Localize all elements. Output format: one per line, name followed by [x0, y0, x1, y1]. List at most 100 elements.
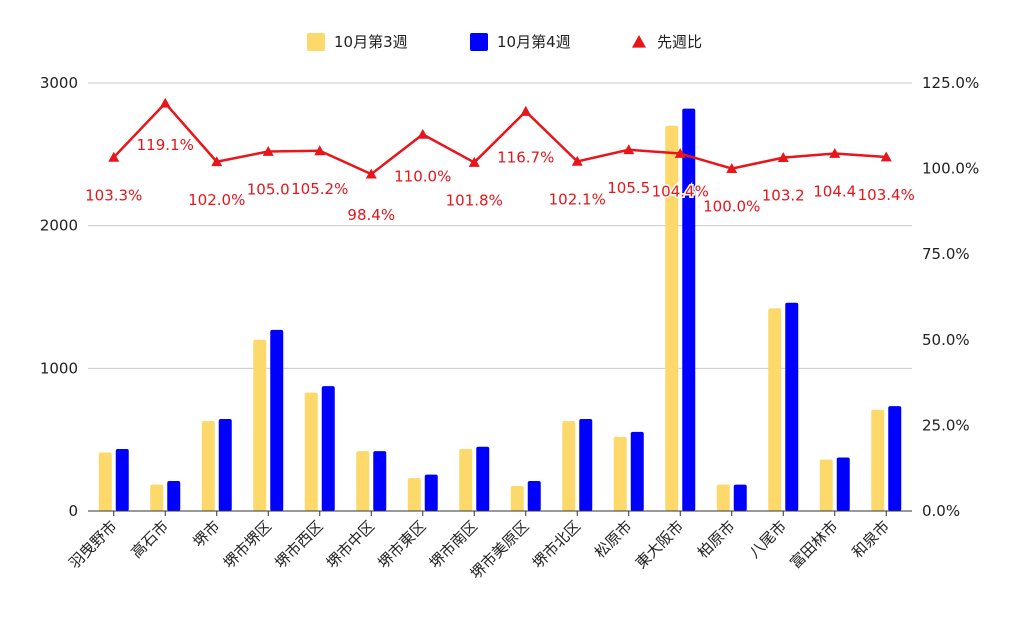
ratio-data-label: 104.4 [813, 183, 856, 201]
bar-week3 [871, 409, 885, 511]
bar-week4 [579, 418, 593, 511]
ratio-marker [520, 105, 532, 116]
x-category-label: 羽曳野市 [65, 517, 120, 572]
ratio-marker [726, 163, 738, 173]
ratio-marker [777, 152, 789, 163]
ratio-marker [880, 151, 892, 162]
ratio-data-label: 102.0% [188, 191, 245, 209]
ratio-data-label: 119.1% [137, 136, 194, 154]
ratio-data-label: 104.4% [652, 183, 709, 201]
bar-week3 [201, 421, 215, 511]
legend-swatch [307, 33, 325, 51]
ratio-data-label: 116.7% [497, 148, 554, 166]
bar-week4 [888, 406, 902, 511]
bar-week3 [407, 478, 421, 511]
ratio-marker [674, 148, 686, 158]
ratio-data-label: 101.8% [446, 191, 503, 209]
x-category-label: 柏原市 [694, 517, 739, 562]
ratio-marker [262, 145, 274, 156]
x-category-label: 堺市中区 [323, 517, 378, 572]
bar-week3 [98, 452, 112, 511]
ratio-data-label: 102.1% [549, 190, 606, 208]
ratio-data-label: 105.5 [607, 179, 650, 197]
ratio-data-label: 98.4% [347, 206, 395, 224]
x-category-label: 堺市西区 [271, 517, 326, 572]
bar-week3 [459, 448, 473, 511]
legend-label: 先週比 [657, 33, 702, 51]
x-category-label: 堺市堺区 [220, 517, 275, 572]
ratio-marker [108, 151, 120, 162]
bar-week4 [682, 108, 696, 512]
bar-week3 [613, 436, 627, 511]
x-category-label: 松原市 [591, 517, 636, 562]
y-right-tick-label: 50.0% [922, 331, 970, 349]
ratio-marker [159, 97, 171, 108]
bar-week4 [733, 484, 747, 511]
ratio-data-label: 105.2% [291, 180, 348, 198]
x-category-label: 堺市東区 [374, 517, 429, 572]
ratio-marker [623, 144, 635, 155]
bar-week3 [819, 459, 833, 511]
bar-week4 [527, 481, 541, 511]
bar-week4 [218, 418, 232, 511]
bar-week4 [630, 431, 644, 511]
legend-label: 10月第3週 [334, 33, 408, 51]
bar-week3 [356, 451, 370, 511]
bar-week4 [270, 329, 284, 511]
bar-week3 [150, 484, 164, 511]
x-category-label: 和泉市 [849, 517, 894, 562]
ratio-marker [468, 156, 480, 167]
y-left-tick-label: 1000 [40, 359, 78, 377]
y-right-tick-label: 25.0% [922, 416, 970, 434]
y-left-tick-label: 3000 [40, 74, 78, 92]
y-left-tick-label: 0 [68, 502, 78, 520]
bar-week4 [836, 457, 850, 511]
bar-week4 [321, 386, 335, 511]
bar-week4 [476, 446, 490, 511]
y-right-tick-label: 0.0% [922, 502, 960, 520]
bar-week4 [115, 448, 129, 511]
legend: 10月第3週 10月第4週 先週比 [307, 33, 702, 51]
ratio-line [108, 97, 892, 179]
ratio-marker [211, 156, 223, 167]
data-labels: 103.3% 119.1% 102.0%105.0 105.2% 98.4% 110.0%… [84, 135, 917, 226]
bar-week4 [167, 481, 181, 511]
ratio-marker [365, 168, 377, 179]
x-category-label: 堺市北区 [529, 517, 584, 572]
y-right-tick-label: 125.0% [922, 74, 979, 92]
bar-week4 [373, 451, 387, 511]
x-category-label: 高石市 [128, 517, 173, 562]
ratio-data-label: 103.4% [858, 186, 915, 204]
x-category-label: 堺市 [190, 517, 224, 551]
bar-week3 [253, 339, 267, 511]
x-category-label: 八尾市 [746, 517, 791, 562]
bar-week4 [785, 302, 799, 511]
ratio-marker [314, 145, 326, 156]
bar-week3 [716, 484, 730, 511]
ratio-data-label: 103.3% [85, 186, 142, 204]
ratio-data-label: 110.0% [394, 167, 451, 185]
y-right-tick-label: 100.0% [922, 160, 979, 178]
bar-week3 [510, 486, 524, 511]
ratio-data-label: 105.0 [247, 180, 290, 198]
ratio-marker [417, 128, 429, 139]
x-category-label: 富田林市 [786, 517, 841, 572]
legend-swatch [632, 35, 646, 48]
legend-label: 10月第4週 [497, 33, 571, 51]
x-category-label: 東大阪市 [632, 517, 687, 572]
ratio-marker [829, 148, 841, 158]
bar-week3 [768, 308, 782, 511]
ratio-polyline [112, 101, 887, 176]
y-right-tick-label: 75.0% [922, 245, 970, 263]
legend-swatch [470, 33, 488, 51]
ratio-data-label: 103.2 [762, 187, 805, 205]
bar-week3 [304, 392, 318, 511]
ratio-data-label: 100.0% [703, 198, 760, 216]
bar-week4 [424, 474, 438, 511]
bar-week3 [562, 421, 576, 511]
bar-week3 [665, 125, 679, 512]
y-left-tick-label: 2000 [40, 217, 78, 235]
bars [98, 108, 902, 512]
ratio-marker [571, 155, 583, 166]
